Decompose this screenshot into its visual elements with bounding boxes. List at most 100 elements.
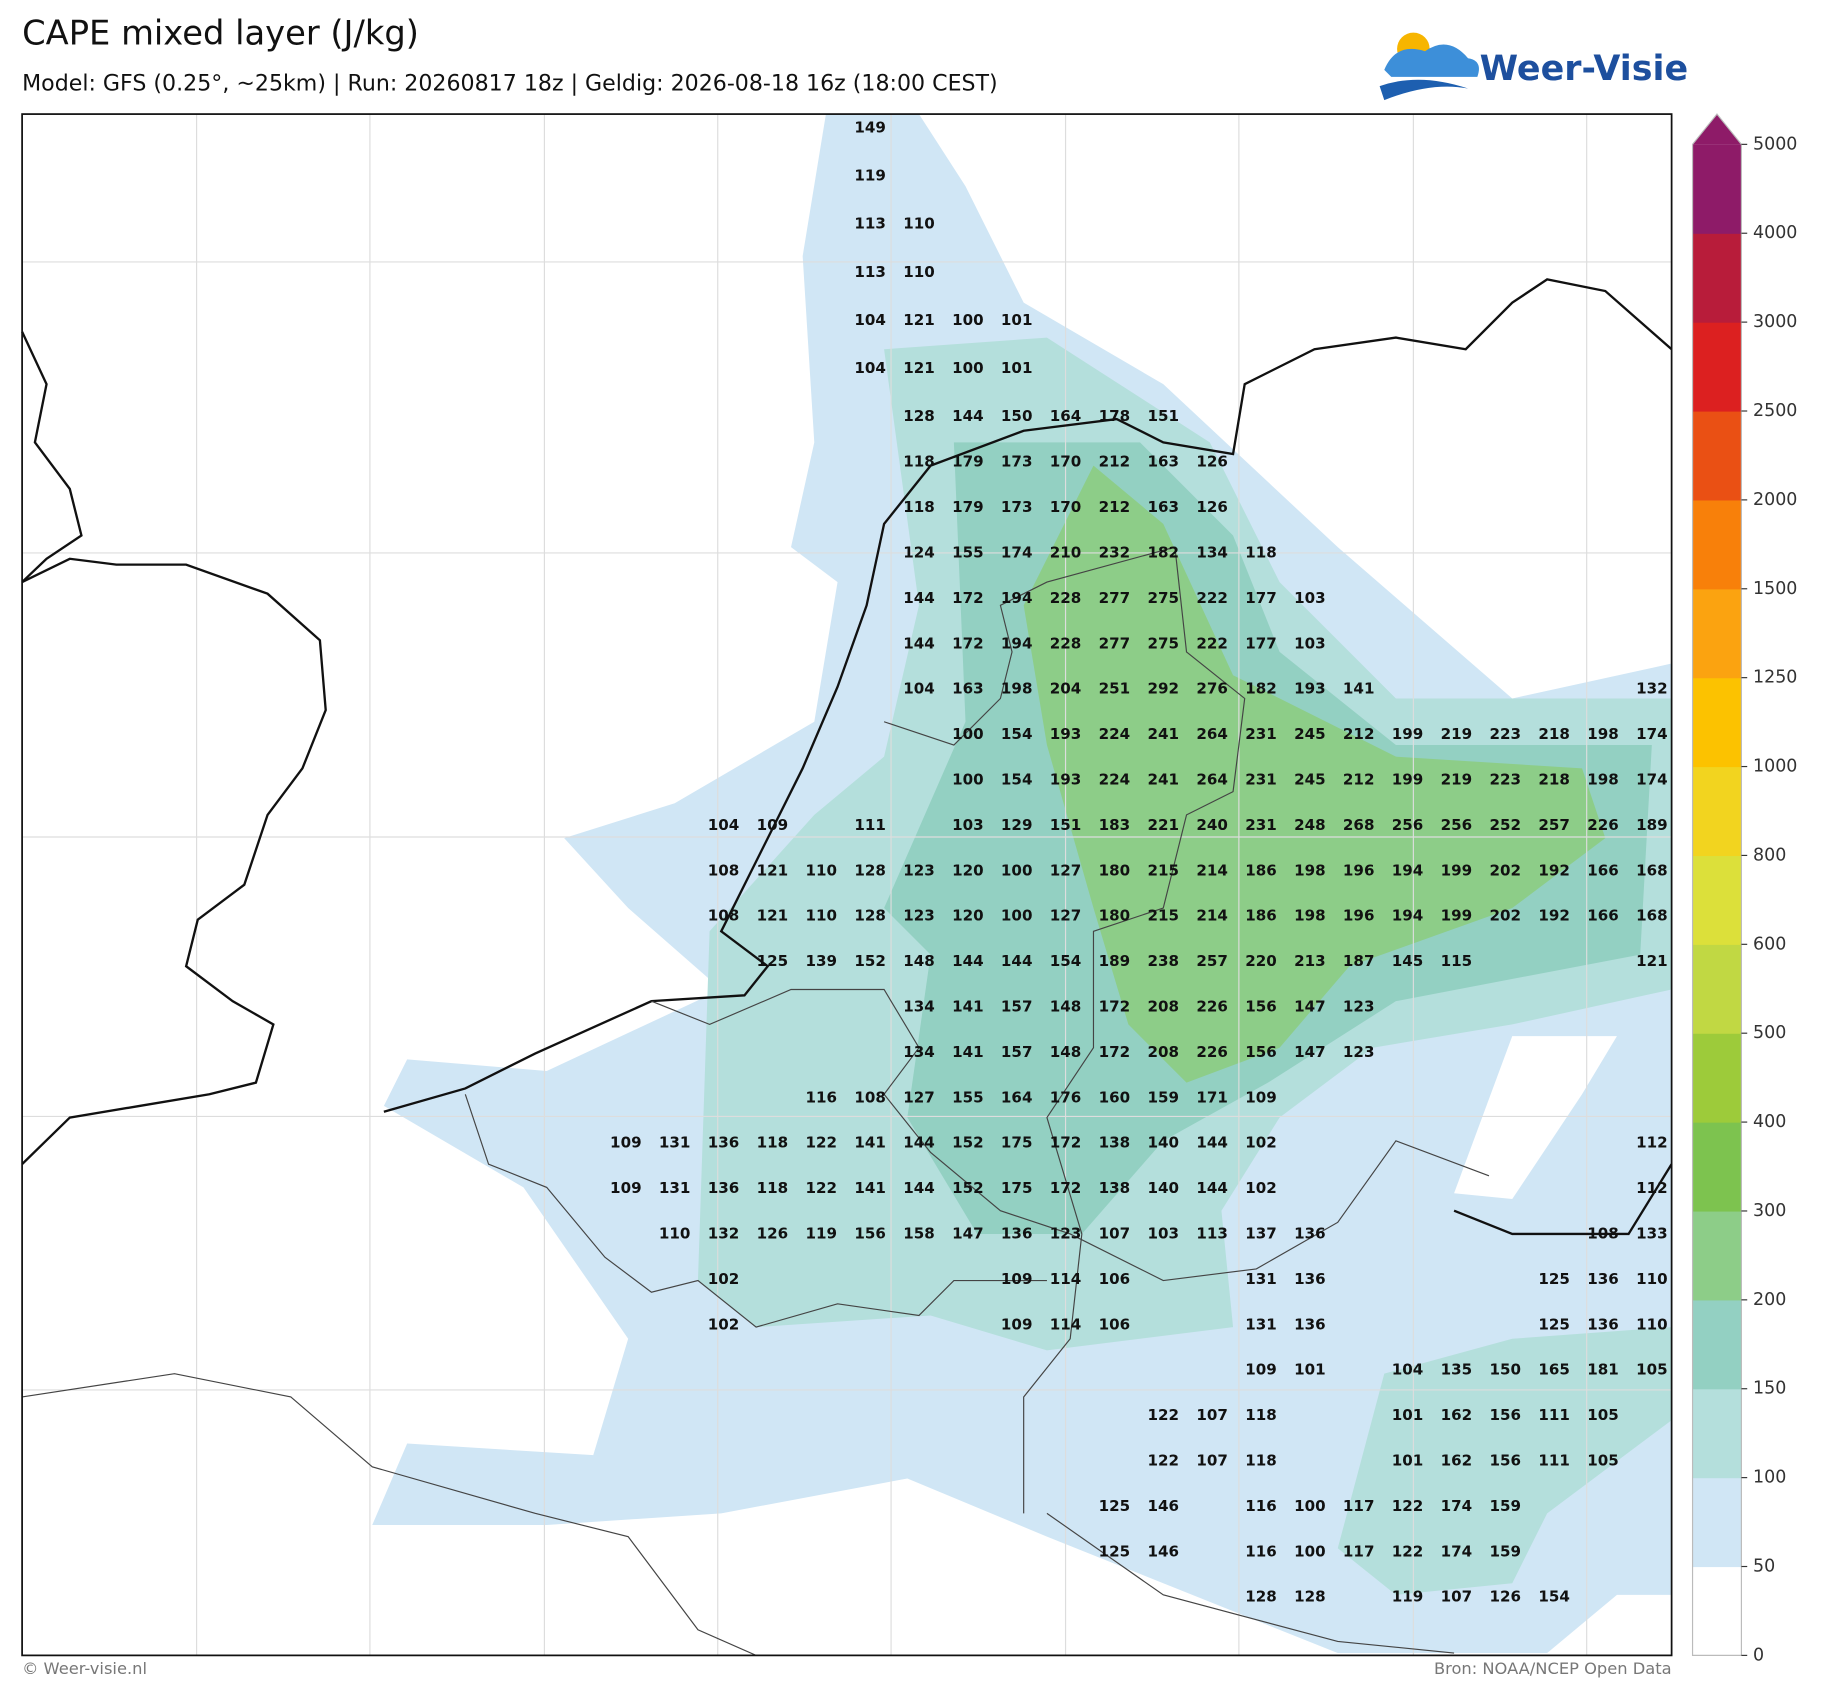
cape-value: 192	[1538, 907, 1570, 925]
cape-value: 100	[1001, 861, 1033, 879]
cape-value: 181	[1587, 1361, 1619, 1379]
colorbar-band	[1692, 499, 1742, 590]
cape-value: 107	[1196, 1451, 1228, 1469]
cape-value: 128	[854, 861, 886, 879]
cape-value: 212	[1099, 453, 1131, 471]
colorbar-tick-label: 150	[1753, 1379, 1786, 1399]
cape-value: 100	[952, 725, 984, 743]
cape-value: 170	[1050, 453, 1082, 471]
colorbar-tick-label: 2500	[1753, 401, 1797, 421]
cape-value: 100	[1001, 907, 1033, 925]
cape-value: 156	[1489, 1451, 1521, 1469]
cape-value: 144	[903, 634, 935, 652]
colorbar-tick-label: 0	[1753, 1645, 1764, 1665]
cape-value: 102	[708, 1270, 740, 1288]
cape-value: 198	[1001, 680, 1033, 698]
cape-value: 118	[903, 453, 935, 471]
cape-value: 110	[805, 861, 837, 879]
cape-value: 193	[1050, 725, 1082, 743]
cape-value: 135	[1441, 1361, 1473, 1379]
colorbar-band	[1692, 1299, 1742, 1390]
cape-value: 166	[1587, 907, 1619, 925]
cape-value: 102	[708, 1315, 740, 1333]
cape-value: 151	[1147, 407, 1179, 425]
cape-value: 109	[610, 1179, 642, 1197]
cape-value: 124	[903, 543, 935, 561]
cape-value: 186	[1245, 861, 1277, 879]
cape-value: 226	[1587, 816, 1619, 834]
colorbar-tick-label: 1000	[1753, 757, 1797, 777]
colorbar-tick-label: 4000	[1753, 223, 1797, 243]
cape-value: 194	[1392, 907, 1424, 925]
cape-value: 222	[1196, 589, 1228, 607]
cape-value: 172	[1099, 1043, 1131, 1061]
cape-value: 116	[805, 1088, 837, 1106]
cape-value: 152	[952, 1179, 984, 1197]
colorbar-tick-label: 50	[1753, 1557, 1775, 1577]
cape-value: 117	[1343, 1497, 1375, 1515]
cape-value: 136	[708, 1134, 740, 1152]
cape-value: 110	[805, 907, 837, 925]
cape-value: 214	[1196, 861, 1228, 879]
cape-value: 141	[952, 997, 984, 1015]
cape-value: 122	[1392, 1497, 1424, 1515]
cape-value: 194	[1001, 634, 1033, 652]
cape-value: 172	[1099, 997, 1131, 1015]
cape-value: 215	[1147, 907, 1179, 925]
cape-value: 113	[854, 215, 886, 233]
cape-value: 136	[708, 1179, 740, 1197]
cape-value: 172	[1050, 1134, 1082, 1152]
cape-value: 123	[1343, 1043, 1375, 1061]
cape-value: 103	[952, 816, 984, 834]
cape-value: 113	[1196, 1224, 1228, 1242]
cape-value: 154	[1050, 952, 1082, 970]
colorbar-band	[1692, 322, 1742, 412]
cape-value: 212	[1343, 770, 1375, 788]
cape-value: 292	[1147, 680, 1179, 698]
cape-value: 132	[708, 1224, 740, 1242]
cape-value: 202	[1489, 861, 1521, 879]
cape-value: 144	[1196, 1134, 1228, 1152]
cape-value: 155	[952, 1088, 984, 1106]
colorbar-tick-label: 200	[1753, 1290, 1786, 1310]
colorbar-band	[1692, 1566, 1742, 1656]
cape-value: 109	[1245, 1088, 1277, 1106]
cape-value: 147	[1294, 1043, 1326, 1061]
cape-value: 228	[1050, 589, 1082, 607]
colorbar-tick-label: 600	[1753, 934, 1786, 954]
cape-value: 125	[1538, 1315, 1570, 1333]
cape-value: 103	[1147, 1224, 1179, 1242]
colorbar-extend	[1692, 114, 1742, 145]
cape-value: 168	[1636, 907, 1668, 925]
cape-value: 172	[952, 589, 984, 607]
cape-value: 112	[1636, 1134, 1668, 1152]
cape-value: 128	[854, 907, 886, 925]
cape-value: 180	[1099, 907, 1131, 925]
cape-value: 100	[952, 770, 984, 788]
cape-value: 105	[1587, 1451, 1619, 1469]
cape-value: 109	[1245, 1361, 1277, 1379]
cape-value: 121	[1636, 952, 1668, 970]
cape-value: 156	[1489, 1406, 1521, 1424]
cape-value: 102	[1245, 1179, 1277, 1197]
cape-value: 134	[1196, 543, 1228, 561]
cape-value: 159	[1489, 1497, 1521, 1515]
cape-value: 122	[805, 1179, 837, 1197]
cape-value: 113	[854, 263, 886, 281]
colorbar-tick-label: 800	[1753, 845, 1786, 865]
cape-value: 118	[1245, 543, 1277, 561]
cape-value: 189	[1636, 816, 1668, 834]
cape-value: 151	[1050, 816, 1082, 834]
cape-value: 199	[1441, 861, 1473, 879]
cape-value: 219	[1441, 725, 1473, 743]
cape-value: 111	[1538, 1451, 1570, 1469]
colorbar-band	[1692, 233, 1742, 323]
logo-text: Weer-Visie	[1480, 49, 1688, 89]
cape-value: 136	[1294, 1315, 1326, 1333]
cape-value: 199	[1441, 907, 1473, 925]
cape-value: 131	[1245, 1315, 1277, 1333]
cape-value: 132	[1636, 680, 1668, 698]
colorbar: 0 50 100 150 200 300 400 500 600 800 1000 1250 1500 2…	[1691, 113, 1797, 1665]
cape-value: 189	[1099, 952, 1131, 970]
